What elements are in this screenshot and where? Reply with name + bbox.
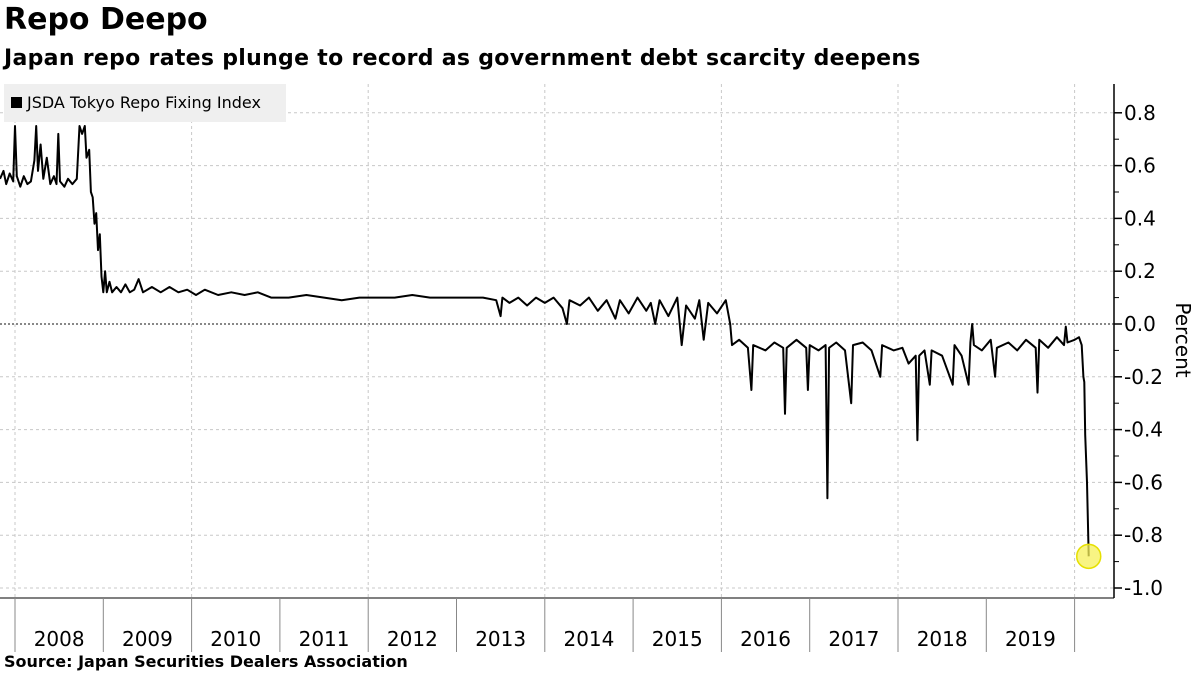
series <box>0 125 1102 570</box>
x-tick-label: 2008 <box>34 627 85 651</box>
chart-subtitle: Japan repo rates plunge to record as gov… <box>4 46 921 71</box>
y-tick-label: 0.6 <box>1124 154 1156 178</box>
legend: JSDA Tokyo Repo Fixing Index <box>4 84 286 122</box>
x-tick-label: 2019 <box>1005 627 1056 651</box>
x-tick-label: 2016 <box>740 627 791 651</box>
axes: 0.8 0.6 0.4 0.2 0.0 -0.2 -0.4 -0.6 -0.8 -1.0 2008 2… <box>0 84 1163 652</box>
y-tick-label: -0.8 <box>1124 523 1163 547</box>
y-tick-label: 0.4 <box>1124 206 1156 230</box>
x-tick-label: 2011 <box>299 627 350 651</box>
x-tick-label: 2014 <box>563 627 614 651</box>
source-note: Source: Japan Securities Dealers Associa… <box>4 652 408 671</box>
y-tick-label: -1.0 <box>1124 576 1163 600</box>
x-tick-label: 2009 <box>122 627 173 651</box>
y-tick-label: -0.2 <box>1124 365 1163 389</box>
y-axis-label: Percent <box>1171 302 1195 377</box>
series-line <box>0 125 1090 557</box>
x-tick-label: 2015 <box>652 627 703 651</box>
y-tick-label: 0.2 <box>1124 259 1156 283</box>
y-tick-label: -0.4 <box>1124 418 1163 442</box>
legend-label: JSDA Tokyo Repo Fixing Index <box>26 93 261 112</box>
legend-swatch <box>11 97 22 108</box>
y-tick-label: 0.0 <box>1124 312 1156 336</box>
x-tick-label: 2013 <box>475 627 526 651</box>
grid <box>0 84 1114 598</box>
y-tick-label: -0.6 <box>1124 470 1163 494</box>
chart-title: Repo Deepo <box>4 2 208 37</box>
x-tick-label: 2010 <box>210 627 261 651</box>
y-tick-label: 0.8 <box>1124 101 1156 125</box>
x-tick-label: 2012 <box>387 627 438 651</box>
x-tick-label: 2017 <box>828 627 879 651</box>
x-tick-label: 2018 <box>917 627 968 651</box>
highlight-marker <box>1075 543 1102 570</box>
